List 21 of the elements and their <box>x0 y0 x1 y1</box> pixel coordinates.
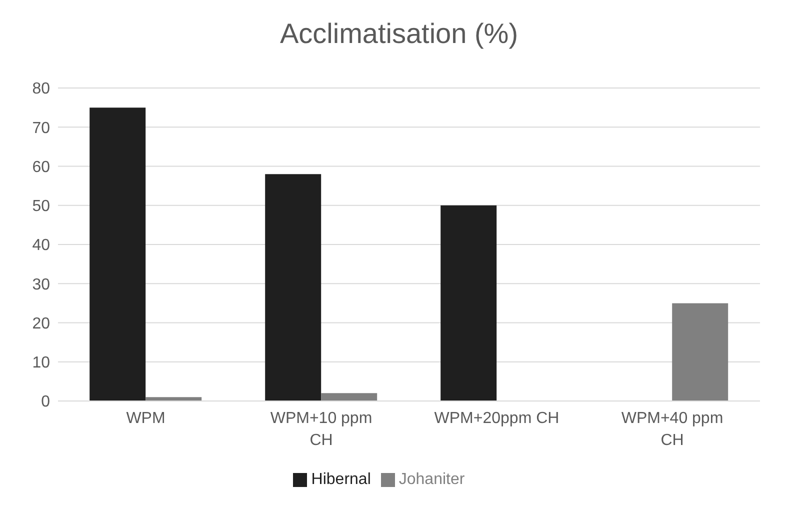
y-tick-label: 50 <box>32 198 50 216</box>
y-tick-label: 40 <box>32 237 50 254</box>
bar <box>321 393 378 401</box>
legend-label: Johaniter <box>398 471 465 488</box>
y-tick-label: 70 <box>32 120 50 137</box>
y-tick-label: 60 <box>32 158 50 176</box>
bar <box>440 205 497 401</box>
y-tick-label: 10 <box>32 354 50 372</box>
bar <box>672 303 728 401</box>
x-tick-label: WPM+10 ppm CH <box>270 410 372 449</box>
y-tick-label: 0 <box>41 394 50 411</box>
legend-label: Hibernal <box>311 471 371 488</box>
x-tick-label: WPM+20ppm CH <box>434 410 560 427</box>
y-tick-label: 30 <box>32 276 50 294</box>
chart-title: Acclimatisation (%) <box>278 17 520 51</box>
x-tick-label: WPM <box>126 410 166 427</box>
y-tick-label: 80 <box>32 80 50 98</box>
bar <box>90 108 146 401</box>
y-tick-label: 20 <box>32 315 50 332</box>
bar <box>265 174 322 401</box>
x-tick-label: WPM+40 ppm CH <box>621 410 724 449</box>
